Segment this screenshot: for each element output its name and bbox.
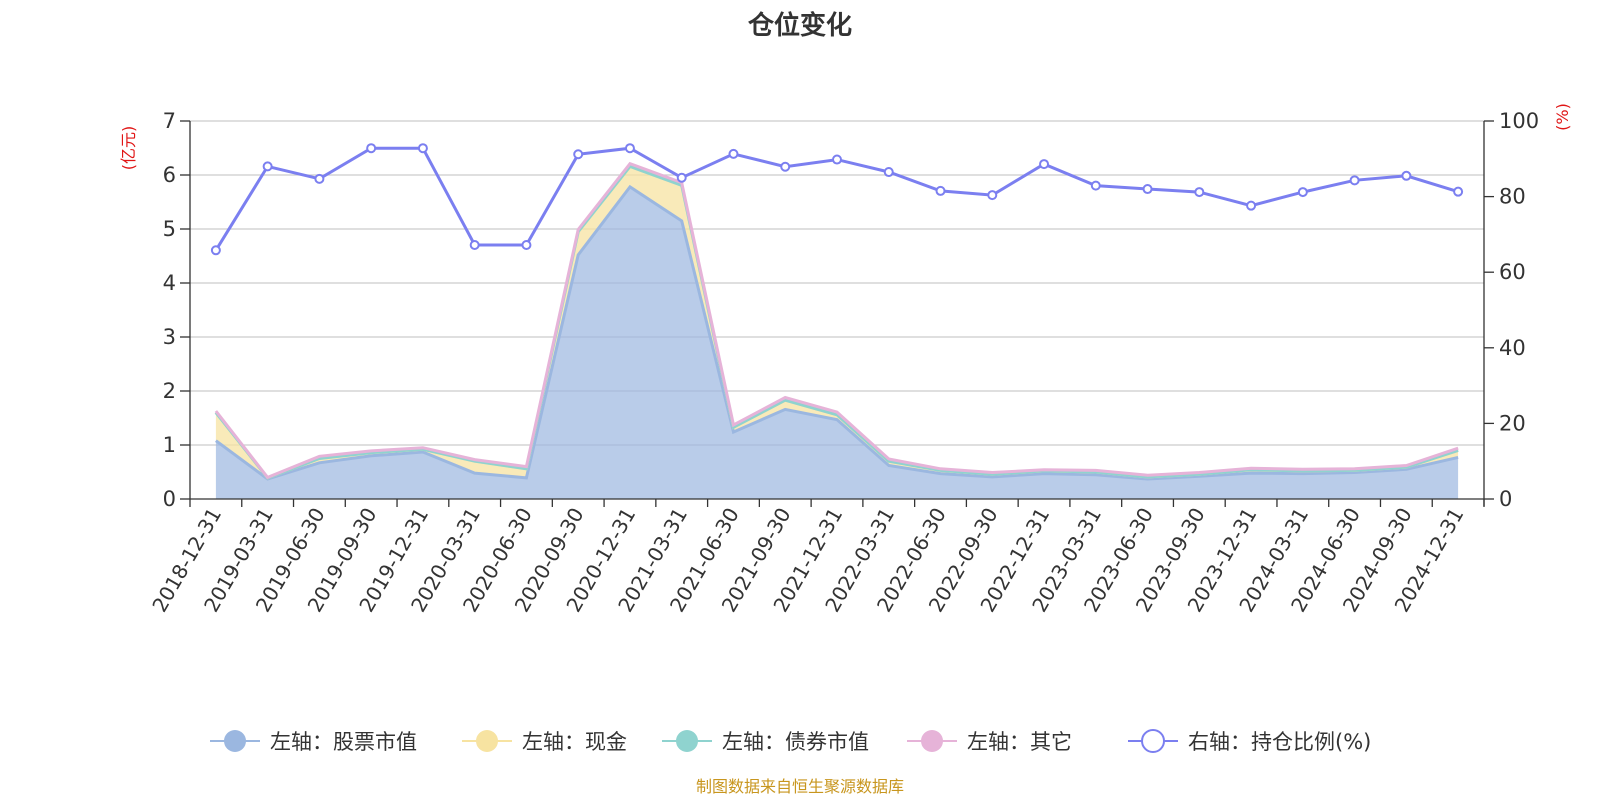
ratio-point	[469, 239, 480, 250]
right-axis-unit: (%)	[1553, 103, 1572, 131]
left-axis-unit: (亿元)	[119, 126, 138, 171]
legend-label: 右轴：持仓比例(%)	[1188, 730, 1371, 754]
area-stock	[215, 186, 1459, 499]
ratio-point	[1297, 187, 1308, 198]
ratio-point	[1349, 175, 1360, 186]
ratio-point	[417, 143, 428, 154]
ratio-point	[987, 190, 998, 201]
right-axis-tick-label: 100	[1499, 109, 1539, 133]
legend-marker	[1141, 729, 1165, 753]
ratio-point	[1246, 200, 1257, 211]
ratio-point	[1090, 180, 1101, 191]
legend-label: 左轴：债券市值	[722, 730, 869, 754]
ratio-point	[573, 149, 584, 160]
left-axis-tick-label: 6	[163, 163, 176, 187]
left-axis-tick-label: 4	[163, 271, 176, 295]
left-axis-tick-label: 2	[163, 379, 176, 403]
grid-lines	[190, 120, 1484, 446]
left-axis-tick-label: 3	[163, 325, 176, 349]
ratio-point	[1401, 170, 1412, 181]
ratio-point	[1453, 186, 1464, 197]
ratio-point	[262, 161, 273, 172]
ratio-point	[832, 154, 842, 165]
legend-marker	[921, 730, 943, 752]
legend: 左轴：股票市值 左轴：现金 左轴：债券市值 左轴：其它 右轴：持仓比例(%)	[210, 729, 1371, 754]
left-axis-tick-label: 7	[163, 109, 176, 133]
ratio-point	[1194, 187, 1205, 198]
legend-label: 左轴：股票市值	[270, 730, 417, 754]
chart-title: 仓位变化	[747, 10, 852, 41]
right-axis-tick-label: 0	[1499, 487, 1512, 511]
legend-marker	[676, 730, 698, 752]
left-axis-tick-label: 0	[163, 487, 176, 511]
right-axis-tick-label: 80	[1499, 185, 1526, 209]
legend-item: 左轴：现金	[462, 730, 627, 754]
source-note: 制图数据来自恒生聚源数据库	[696, 777, 904, 796]
ratio-point	[210, 245, 221, 256]
left-axis-tick-label: 5	[163, 217, 176, 241]
ratio-point	[1142, 184, 1153, 195]
area-edge-stock	[215, 184, 1459, 481]
legend-item: 左轴：其它	[907, 730, 1072, 754]
legend-item: 左轴：债券市值	[662, 730, 869, 754]
ratio-point	[1039, 159, 1050, 170]
area-edge-bond	[214, 164, 1459, 480]
legend-label: 左轴：现金	[522, 730, 627, 754]
ratio-point	[521, 239, 532, 250]
legend-marker	[224, 730, 246, 752]
right-axis-tick-label: 20	[1499, 411, 1526, 435]
ratio-point	[314, 173, 325, 184]
ratio-line	[210, 143, 1464, 256]
ratio-point	[366, 143, 377, 154]
legend-item: 右轴：持仓比例(%)	[1128, 729, 1371, 754]
right-axis-tick-label: 60	[1499, 260, 1526, 284]
ratio-point	[780, 161, 791, 172]
ratio-point	[935, 185, 946, 196]
area-edge-other	[214, 161, 1459, 480]
legend-marker	[476, 730, 498, 752]
legend-item: 左轴：股票市值	[210, 730, 417, 754]
stacked-areas	[214, 161, 1459, 499]
left-axis-tick-label: 1	[163, 433, 176, 457]
ratio-point	[728, 148, 739, 159]
legend-label: 左轴：其它	[967, 730, 1072, 754]
ratio-point	[624, 143, 635, 154]
right-axis-tick-label: 40	[1499, 336, 1526, 360]
ratio-point	[676, 172, 687, 183]
ratio-point	[883, 167, 894, 178]
